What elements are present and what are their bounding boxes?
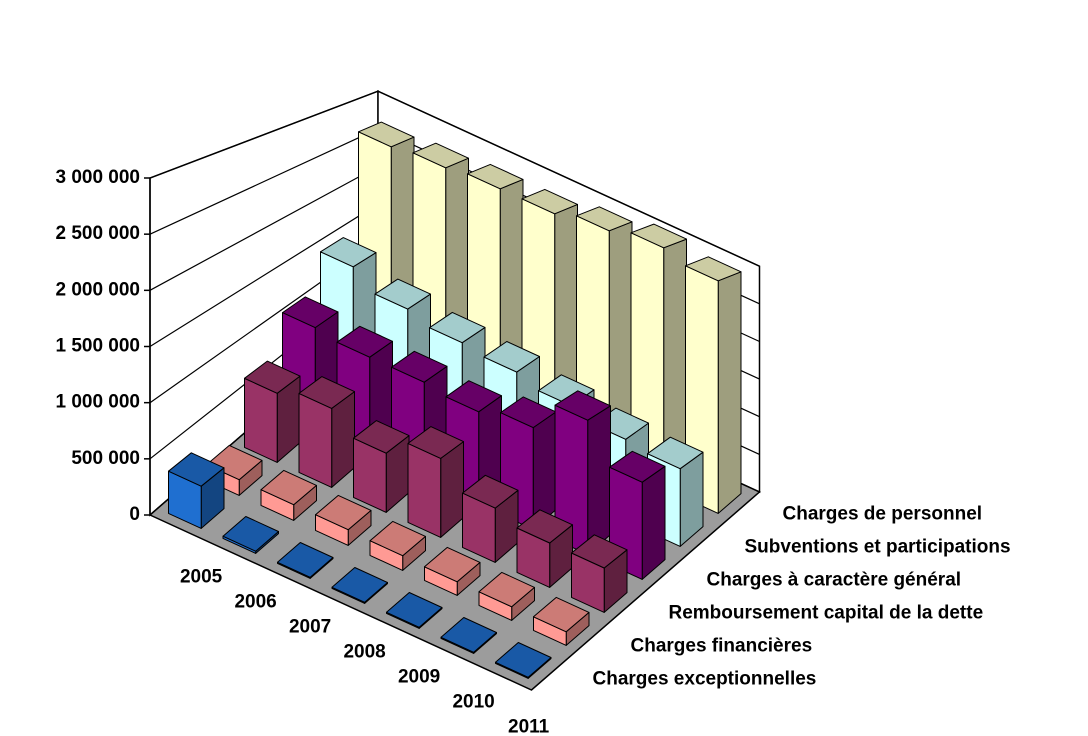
series-label: Subventions et participations — [745, 537, 1011, 558]
bar-top — [386, 592, 443, 628]
bar-top — [331, 567, 388, 603]
series-label: Remboursement capital de la dette — [669, 603, 984, 624]
y-tick-label: 1 000 000 — [55, 392, 140, 413]
bar — [298, 376, 355, 488]
bar — [222, 516, 279, 554]
x-tick-label: 2005 — [180, 567, 223, 588]
bar — [244, 360, 301, 463]
bar-top — [630, 223, 687, 249]
bar-front — [407, 442, 442, 538]
bar-side — [717, 271, 742, 514]
bar-top — [440, 617, 497, 653]
bar — [277, 542, 334, 579]
bar-top — [206, 444, 263, 481]
bar-top — [467, 163, 524, 190]
bar-top — [369, 520, 426, 557]
bar — [369, 520, 426, 571]
x-tick-label: 2008 — [343, 642, 385, 663]
bar-top — [554, 390, 611, 421]
bar-top — [495, 642, 552, 678]
bar — [168, 452, 225, 529]
x-tick-label: 2006 — [234, 592, 276, 613]
bar-top — [445, 380, 502, 413]
bar-top — [222, 516, 279, 552]
bar — [516, 509, 573, 588]
series-label: Charges exceptionnelles — [593, 669, 817, 690]
x-tick-label: 2007 — [289, 617, 331, 638]
bar — [571, 534, 628, 613]
bar — [478, 571, 535, 621]
bar-top — [391, 350, 448, 383]
y-tick-label: 3 000 000 — [55, 167, 140, 188]
x-tick-label: 2011 — [508, 717, 550, 736]
bar — [407, 426, 464, 538]
bar-top — [533, 596, 590, 633]
bar-top — [429, 311, 486, 344]
bar-top — [315, 494, 372, 531]
y-tick-label: 2 500 000 — [55, 223, 140, 244]
bar-top — [478, 571, 535, 608]
y-tick-label: 500 000 — [71, 448, 140, 469]
y-tick-label: 1 500 000 — [55, 336, 140, 357]
bar-top — [462, 474, 519, 509]
series-label: Charges de personnel — [783, 504, 983, 525]
bar-top — [168, 452, 225, 487]
bar-top — [260, 469, 317, 506]
bar — [554, 390, 611, 555]
y-tick-label: 0 — [129, 504, 140, 525]
bar — [609, 450, 666, 580]
bar — [315, 494, 372, 546]
bar — [353, 420, 410, 513]
bar — [440, 617, 497, 654]
bar — [500, 396, 557, 530]
bar-top — [374, 278, 431, 310]
bar-top — [320, 237, 377, 268]
bar-side — [587, 405, 611, 555]
y-tick-label: 2 000 000 — [55, 279, 140, 300]
series-label: Charges financières — [631, 636, 813, 657]
bar-top — [685, 256, 742, 282]
x-tick-label: 2009 — [398, 667, 440, 688]
bar-top — [483, 341, 540, 373]
bar-top — [282, 296, 339, 329]
bar — [462, 474, 519, 563]
bar — [260, 469, 317, 521]
bar-top — [336, 325, 393, 358]
series-label: Charges à caractère général — [707, 570, 962, 591]
bar-top — [647, 436, 704, 470]
bar — [424, 546, 481, 596]
bar-side — [641, 465, 666, 580]
bar-top — [516, 509, 573, 544]
bar — [495, 642, 552, 679]
bar-top — [358, 121, 415, 148]
bar-top — [424, 546, 481, 583]
bar-top — [609, 450, 666, 483]
bar-top — [277, 542, 334, 578]
bar-top — [521, 188, 578, 215]
bar-top — [576, 206, 633, 232]
bar — [533, 596, 590, 646]
bar-top — [412, 142, 469, 169]
bar-top — [571, 534, 628, 569]
bar-top — [244, 360, 301, 394]
x-tick-label: 2010 — [452, 692, 494, 713]
bar — [331, 567, 388, 604]
bar-top — [298, 376, 355, 409]
bar-top — [353, 420, 410, 454]
grid-line — [149, 90, 760, 267]
bar-front — [298, 392, 333, 488]
bar-top — [407, 426, 464, 459]
bar — [386, 592, 443, 629]
